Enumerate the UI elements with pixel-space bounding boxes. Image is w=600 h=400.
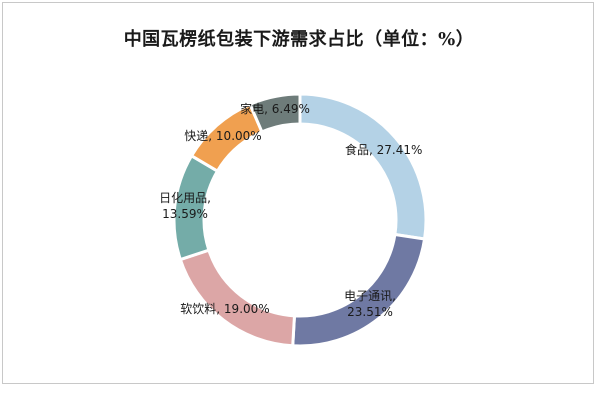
- chart-title: 中国瓦楞纸包装下游需求占比（单位：%）: [123, 29, 475, 50]
- slice-appliances: [248, 92, 302, 134]
- data-label-household: 日化用品, 13.59%: [159, 191, 211, 221]
- data-label-express: 快递, 10.00%: [184, 129, 261, 143]
- data-label-appliances: 家电, 6.49%: [240, 101, 310, 116]
- data-label-soft-drinks: 软饮料, 19.00%: [180, 302, 269, 316]
- data-label-electronics: 电子通讯, 23.51%: [344, 289, 396, 319]
- donut-labels: 食品, 27.41% 电子通讯, 23.51% 软饮料, 19.00% 日化用品, 13.…: [159, 101, 422, 319]
- slice-food: [298, 92, 428, 241]
- data-label-food: 食品, 27.41%: [345, 142, 422, 157]
- donut-slices: [172, 92, 428, 348]
- slice-soft-drinks: [178, 248, 297, 348]
